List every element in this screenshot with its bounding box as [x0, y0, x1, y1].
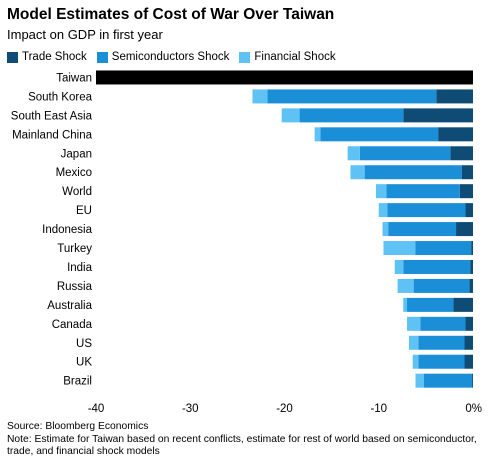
- bar-south-east-asia-trade-shock: [403, 108, 473, 123]
- x-tick-label-3: -10: [370, 403, 387, 415]
- bar-us-semiconductors-shock: [418, 335, 465, 350]
- bar-mainland-china-financial-shock: [314, 127, 321, 142]
- bar-mexico-trade-shock: [461, 165, 473, 180]
- category-label-mainland-china: Mainland China: [12, 129, 93, 141]
- legend-label-financial: Financial Shock: [254, 51, 336, 63]
- bar-uk-trade-shock: [464, 354, 473, 369]
- bar-taiwan-total: [96, 70, 473, 85]
- bar-brazil-financial-shock: [415, 373, 424, 388]
- bar-south-korea-financial-shock: [252, 89, 268, 104]
- legend-swatch-trade: [7, 51, 18, 63]
- bar-south-korea-trade-shock: [436, 89, 473, 104]
- bar-japan-trade-shock: [450, 146, 473, 161]
- category-label-south-korea: South Korea: [28, 91, 93, 103]
- category-label-taiwan: Taiwan: [56, 72, 92, 84]
- legend-label-semiconductors: Semiconductors Shock: [111, 51, 230, 63]
- bar-australia-trade-shock: [453, 297, 473, 312]
- bar-us-trade-shock: [464, 335, 473, 350]
- bar-eu-trade-shock: [465, 203, 473, 218]
- bar-turkey-trade-shock: [471, 241, 473, 256]
- legend-swatch-financial: [239, 51, 251, 63]
- chart-title: Model Estimates of Cost of War Over Taiw…: [7, 6, 335, 23]
- bar-south-korea-semiconductors-shock: [267, 89, 437, 104]
- category-label-india: India: [67, 262, 93, 274]
- x-tick-label-4: 0%: [465, 403, 482, 415]
- bar-south-east-asia-semiconductors-shock: [299, 108, 404, 123]
- category-label-russia: Russia: [57, 281, 93, 293]
- legend: Trade Shock Semiconductors Shock Financi…: [7, 51, 336, 63]
- bar-canada-trade-shock: [465, 316, 473, 331]
- methodology-note: Note: Estimate for Taiwan based on recen…: [7, 433, 477, 458]
- bar-russia-financial-shock: [397, 278, 414, 293]
- category-label-mexico: Mexico: [56, 167, 92, 179]
- bar-india-semiconductors-shock: [403, 259, 471, 274]
- bar-india-financial-shock: [394, 259, 404, 274]
- category-label-turkey: Turkey: [57, 243, 92, 255]
- bar-brazil-semiconductors-shock: [423, 373, 473, 388]
- bar-mexico-financial-shock: [350, 165, 365, 180]
- category-label-indonesia: Indonesia: [42, 224, 92, 236]
- legend-item-semiconductors: Semiconductors Shock: [96, 51, 230, 63]
- bar-indonesia-financial-shock: [382, 222, 389, 237]
- x-tick-label-1: -30: [182, 403, 199, 415]
- bar-south-east-asia-financial-shock: [281, 108, 300, 123]
- category-label-brazil: Brazil: [63, 376, 92, 388]
- category-label-south-east-asia: South East Asia: [11, 110, 93, 122]
- bar-indonesia-semiconductors-shock: [388, 222, 457, 237]
- x-tick-label-0: -40: [88, 403, 105, 415]
- bar-us-financial-shock: [408, 335, 419, 350]
- bar-canada-financial-shock: [407, 316, 421, 331]
- bar-indonesia-trade-shock: [456, 222, 473, 237]
- bar-mexico-semiconductors-shock: [364, 165, 462, 180]
- bar-eu-financial-shock: [378, 203, 388, 218]
- category-label-canada: Canada: [52, 319, 93, 331]
- x-tick-label-2: -20: [276, 403, 293, 415]
- bar-brazil-trade-shock: [472, 373, 473, 388]
- bar-turkey-semiconductors-shock: [415, 241, 472, 256]
- bar-japan-financial-shock: [347, 146, 360, 161]
- legend-label-trade: Trade Shock: [22, 51, 87, 63]
- bar-world-financial-shock: [375, 184, 387, 199]
- legend-swatch-semiconductors: [96, 51, 108, 63]
- bar-mainland-china-semiconductors-shock: [320, 127, 439, 142]
- bar-japan-semiconductors-shock: [359, 146, 451, 161]
- category-label-australia: Australia: [47, 300, 92, 312]
- category-label-us: US: [76, 338, 92, 350]
- bar-australia-financial-shock: [403, 297, 408, 312]
- bar-uk-semiconductors-shock: [418, 354, 465, 369]
- bar-world-trade-shock: [459, 184, 473, 199]
- category-label-uk: UK: [76, 357, 92, 369]
- legend-item-trade: Trade Shock: [7, 51, 87, 63]
- category-label-eu: EU: [76, 205, 92, 217]
- bar-mainland-china-trade-shock: [438, 127, 473, 142]
- chart-subtitle: Impact on GDP in first year: [7, 27, 163, 42]
- category-label-world: World: [62, 186, 92, 198]
- bar-uk-financial-shock: [412, 354, 419, 369]
- bar-world-semiconductors-shock: [386, 184, 460, 199]
- legend-item-financial: Financial Shock: [239, 51, 336, 63]
- bar-russia-semiconductors-shock: [413, 278, 470, 293]
- bar-canada-semiconductors-shock: [420, 316, 466, 331]
- bar-eu-semiconductors-shock: [387, 203, 466, 218]
- bar-russia-trade-shock: [469, 278, 473, 293]
- category-label-japan: Japan: [61, 148, 92, 160]
- source-note: Source: Bloomberg Economics: [7, 421, 149, 432]
- footer: Source: Bloomberg Economics Note: Estima…: [7, 421, 487, 459]
- bar-india-trade-shock: [470, 259, 473, 274]
- bar-australia-semiconductors-shock: [407, 297, 454, 312]
- bar-turkey-financial-shock: [383, 241, 416, 256]
